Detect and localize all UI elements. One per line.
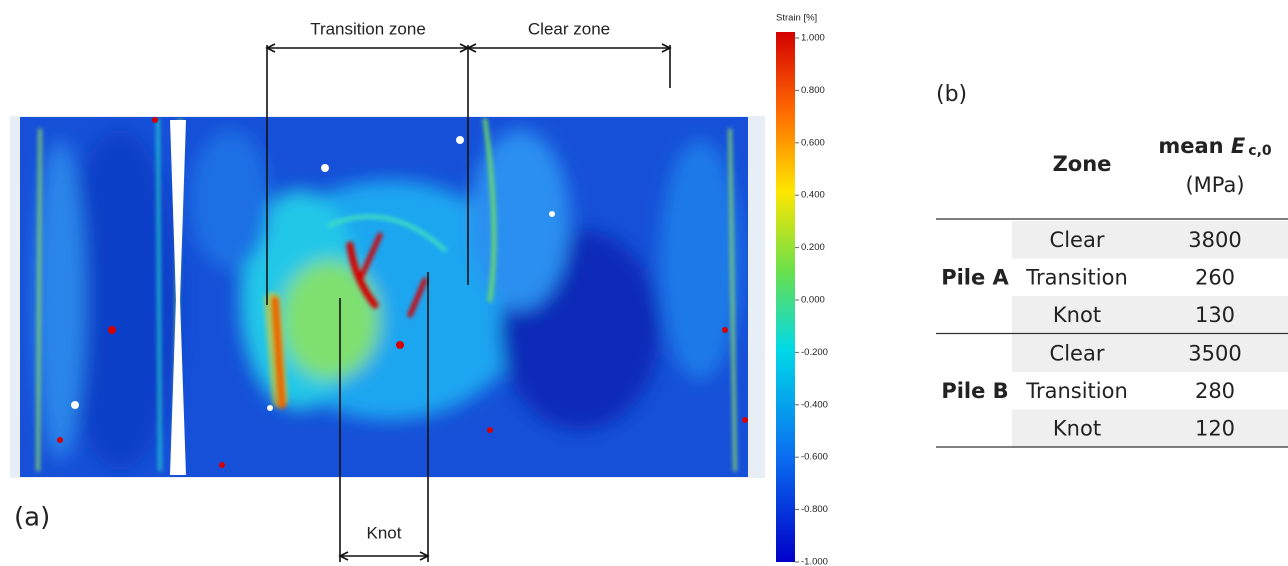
colorbar-tick-label: 0.000 [801, 295, 825, 306]
value-cell: 3500 [1188, 341, 1241, 365]
group-label: Pile A [941, 265, 1009, 289]
zone-cell: Knot [1053, 416, 1101, 440]
colorbar-tick-label: 0.800 [801, 85, 825, 96]
value-cell: 3800 [1188, 228, 1241, 252]
colorbar-tick-label: -0.200 [801, 347, 828, 358]
panel-label: (b) [936, 82, 967, 107]
value-cell: 260 [1195, 265, 1235, 289]
column-unit: (MPa) [1185, 173, 1244, 197]
clear-zone-label: Clear zone [528, 19, 610, 38]
figure: Transition zone Clear zone Knot (a) Stra… [0, 0, 1288, 566]
header-subscript: c,0 [1248, 143, 1272, 159]
transition-zone-label: Transition zone [310, 19, 426, 38]
zone-cell: Transition [1025, 265, 1128, 289]
colorbar-tick-label: 0.400 [801, 190, 825, 201]
colorbar-title: Strain [%] [776, 13, 817, 24]
strain-field [10, 116, 765, 478]
value-cell: 120 [1195, 416, 1235, 440]
colorbar-tick-label: -0.400 [801, 399, 828, 410]
header-text: mean [1158, 134, 1223, 158]
knot-label: Knot [367, 523, 402, 542]
column-header: Zone [1053, 152, 1112, 176]
panel-label: (a) [14, 503, 50, 533]
colorbar-tick-label: 0.600 [801, 137, 825, 148]
value-cell: 280 [1195, 379, 1235, 403]
colorbar [776, 32, 795, 562]
value-cell: 130 [1195, 303, 1235, 327]
zone-cell: Knot [1053, 303, 1101, 327]
colorbar-tick-label: -1.000 [801, 557, 828, 566]
colorbar-tick-label: -0.600 [801, 452, 828, 463]
group-label: Pile B [941, 379, 1008, 403]
zone-cell: Clear [1050, 228, 1105, 252]
header-symbol: E [1231, 134, 1246, 158]
colorbar-tick-label: -0.800 [801, 504, 828, 515]
colorbar-tick-label: 1.000 [801, 33, 825, 44]
zone-cell: Clear [1050, 341, 1105, 365]
zone-cell: Transition [1025, 379, 1128, 403]
colorbar-tick-label: 0.200 [801, 242, 825, 253]
